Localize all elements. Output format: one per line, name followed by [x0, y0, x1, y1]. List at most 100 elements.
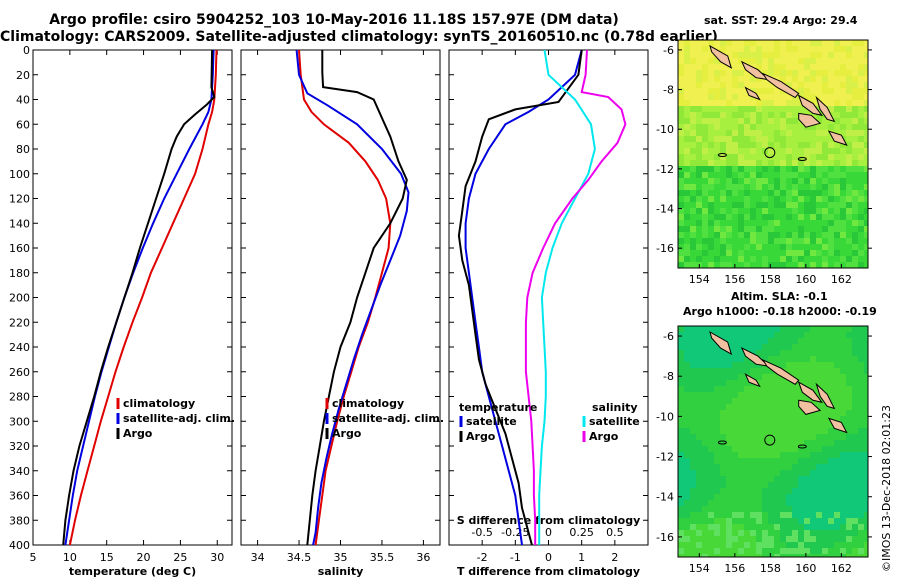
sst-map-cell	[750, 226, 756, 232]
sla-map-cell	[834, 350, 840, 356]
sla-map-cell	[690, 416, 696, 422]
sst-map-cell	[750, 190, 756, 196]
sst-map-cell	[780, 226, 786, 232]
sla-map-cell	[798, 458, 804, 464]
sst-map-cell	[858, 46, 864, 52]
sst-map-cell	[804, 160, 810, 166]
sst-map-cell	[864, 52, 868, 58]
sst-map-cell	[786, 94, 792, 100]
sla-map-cell	[720, 410, 726, 416]
sla-map-cell	[786, 386, 792, 392]
sst-map-cell	[810, 160, 816, 166]
sla-map-cell	[768, 512, 774, 518]
sst-map-cell	[828, 238, 834, 244]
sla-map-cell	[864, 356, 868, 362]
sla-map-cell	[780, 482, 786, 488]
sst-map-cell	[792, 250, 798, 256]
sla-map-cell	[744, 392, 750, 398]
sst-map-cell	[762, 196, 768, 202]
sla-map-cell	[738, 542, 744, 548]
sst-map-cell	[678, 40, 684, 46]
sla-map-cell	[822, 464, 828, 470]
sst-map-island	[827, 130, 848, 146]
sst-map-cell	[828, 244, 834, 250]
sla-map-cell	[708, 494, 714, 500]
sst-map-cell	[684, 58, 690, 64]
sla-map-cell	[762, 398, 768, 404]
sst-map-cell	[708, 70, 714, 76]
sla-map-cell	[744, 512, 750, 518]
sla-map-cell	[756, 494, 762, 500]
sst-map-lon-tick-label: 154	[689, 273, 710, 286]
sst-map-cell	[858, 214, 864, 220]
sst-map-cell	[702, 88, 708, 94]
sla-map-cell	[678, 392, 684, 398]
sla-map-cell	[822, 542, 828, 548]
sst-map-cell	[768, 214, 774, 220]
sst-map-cell	[732, 82, 738, 88]
sst-map-cell	[852, 76, 858, 82]
sst-map-cell	[786, 112, 792, 118]
sla-map-cell	[750, 494, 756, 500]
sst-map-cell	[702, 136, 708, 142]
sla-map-cell	[816, 554, 822, 557]
sst-map-cell	[792, 112, 798, 118]
sst-map-cell	[780, 220, 786, 226]
sla-map-cell	[690, 542, 696, 548]
sst-map-cell	[702, 226, 708, 232]
sst-map-cell	[828, 154, 834, 160]
sst-map-lat-tick-label: -16	[656, 242, 674, 255]
sla-map-cell	[864, 530, 868, 536]
sst-map-cell	[768, 184, 774, 190]
sla-map-cell	[720, 416, 726, 422]
sst-map-cell	[684, 238, 690, 244]
sst-map-cell	[846, 100, 852, 106]
sst-map-cell	[720, 46, 726, 52]
sst-map-cell	[726, 202, 732, 208]
sst-map-cell	[786, 238, 792, 244]
sst-map-cell	[726, 172, 732, 178]
sla-map-cell	[756, 524, 762, 530]
sst-map-cell	[708, 112, 714, 118]
sst-map-cell	[846, 154, 852, 160]
sla-map-cell	[774, 428, 780, 434]
sst-map-cell	[684, 220, 690, 226]
sla-map-cell	[714, 524, 720, 530]
sla-map-cell	[822, 524, 828, 530]
sst-map-cell	[738, 64, 744, 70]
sst-map-cell	[828, 82, 834, 88]
sla-map-cell	[720, 536, 726, 542]
sla-map-cell	[732, 428, 738, 434]
sla-map-cell	[684, 506, 690, 512]
sla-map-cell	[816, 458, 822, 464]
sst-map-cell	[726, 82, 732, 88]
sst-map-cell	[768, 40, 774, 46]
sst-map-cell	[834, 82, 840, 88]
sst-map-island	[740, 60, 771, 81]
sla-map-cell	[792, 452, 798, 458]
sst-map-cell	[786, 58, 792, 64]
sla-map-cell	[822, 530, 828, 536]
sst-map-cell	[708, 190, 714, 196]
sla-map-cell	[714, 428, 720, 434]
sst-map-cell	[756, 142, 762, 148]
sst-map-cell	[804, 94, 810, 100]
sst-map-cell	[750, 256, 756, 262]
sla-map-cell	[828, 548, 834, 554]
sst-map-cell	[714, 172, 720, 178]
sst-map-cell	[828, 160, 834, 166]
sst-map-cell	[726, 142, 732, 148]
sst-map-cell	[732, 40, 738, 46]
sst-map-cell	[726, 88, 732, 94]
sla-map-cell	[744, 488, 750, 494]
sst-map-cell	[708, 136, 714, 142]
sst-map-cell	[744, 208, 750, 214]
sst-map-cell	[750, 262, 756, 268]
sst-map-cell	[690, 64, 696, 70]
sla-map-cell	[792, 434, 798, 440]
sst-map-cell	[744, 130, 750, 136]
sla-map-cell	[816, 422, 822, 428]
sst-map-cell	[726, 244, 732, 250]
sst-map-cell	[804, 64, 810, 70]
sst-map-cell	[678, 178, 684, 184]
